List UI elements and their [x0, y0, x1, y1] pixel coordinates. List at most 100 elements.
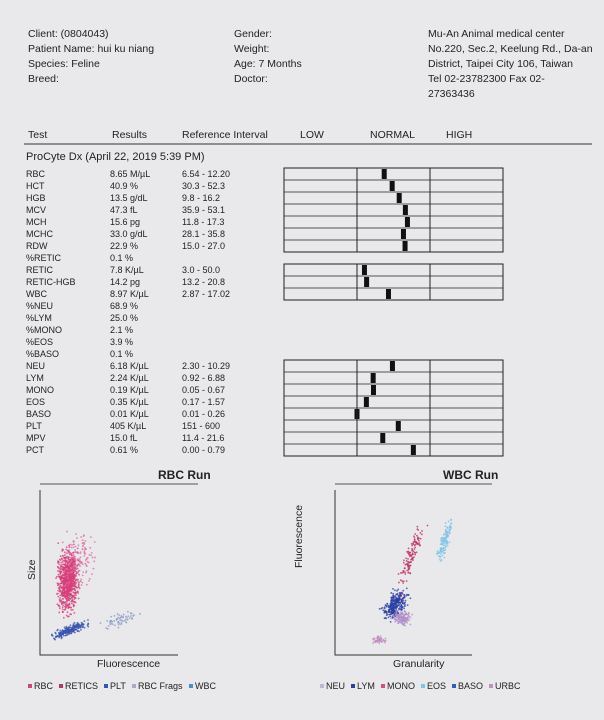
result-marker [404, 217, 410, 227]
scatter-dot [395, 619, 398, 622]
scatter-dot [407, 560, 410, 563]
scatter-dot [379, 635, 382, 638]
scatter-dot [62, 566, 64, 569]
scatter-dot [89, 546, 92, 549]
scatter-dot [66, 633, 69, 636]
x-axis-label: Fluorescence [97, 658, 161, 670]
clinic-info: No.220, Sec.2, Keelung Rd., Da-an [428, 43, 593, 55]
scatter-dot [75, 574, 78, 577]
scatter-dot [83, 555, 86, 557]
scatter-dot [449, 519, 452, 521]
scatter-dot [81, 542, 84, 544]
scatter-dot [401, 598, 404, 601]
scatter-dot [445, 543, 448, 546]
test-name: RBC [26, 169, 46, 179]
scatter-dot [446, 526, 449, 529]
scatter-dot [120, 623, 123, 626]
result-marker [370, 373, 376, 383]
scatter-dot [105, 627, 108, 630]
scatter-dot [56, 629, 59, 632]
patient-info: Weight: [234, 43, 270, 55]
scatter-dot [72, 540, 75, 542]
scatter-dot [446, 544, 449, 547]
scatter-dot [72, 629, 75, 632]
scatter-dot [384, 611, 386, 613]
scatter-dot [70, 606, 73, 609]
legend-swatch [452, 684, 456, 688]
scatter-dot [376, 639, 379, 642]
scatter-dot [90, 551, 93, 554]
legend-label: MONO [387, 681, 415, 691]
scatter-dot [76, 630, 79, 632]
scatter-dot [65, 546, 68, 548]
scatter-dot [444, 531, 447, 534]
scatter-dot [62, 634, 65, 637]
scatter-dot [66, 577, 69, 579]
scatter-dot [85, 557, 88, 560]
test-name: RDW [26, 241, 48, 251]
scatter-dot [445, 540, 447, 543]
scatter-dot [397, 616, 400, 619]
scatter-dot [129, 615, 132, 617]
test-name: %EOS [26, 337, 54, 347]
scatter-dot [74, 597, 77, 600]
scatter-dot [411, 544, 414, 547]
test-result: 6.18 K/µL [110, 361, 149, 371]
scatter-dot [412, 543, 415, 546]
reference-interval: 11.8 - 17.3 [182, 217, 225, 227]
scatter-dot [77, 586, 80, 588]
legend-swatch [189, 684, 193, 688]
scatter-dot [439, 549, 442, 552]
scatter-dot [406, 619, 409, 622]
scatter-dot [117, 621, 119, 624]
scatter-dot [411, 552, 414, 555]
scatter-dot [65, 580, 68, 582]
scatter-dot [108, 621, 111, 624]
scatter-dot [68, 549, 71, 552]
scatter-dot [78, 569, 81, 572]
scatter-dot [70, 575, 73, 578]
scatter-dot [372, 642, 374, 645]
scatter-dot [56, 634, 59, 637]
scatter-dot [73, 580, 76, 583]
scatter-dot [68, 632, 71, 635]
scatter-dot [392, 592, 395, 595]
scatter-dot [401, 580, 404, 583]
test-name: %RETIC [26, 253, 62, 263]
scatter-dot [402, 617, 405, 620]
scatter-dot [63, 609, 66, 611]
test-name: HCT [26, 181, 45, 191]
scatter-dot [407, 547, 410, 550]
scatter-dot [403, 610, 406, 612]
scatter-dot [448, 541, 451, 544]
scatter-dot [61, 592, 64, 595]
scatter-dot [114, 624, 116, 627]
scatter-dot [125, 621, 128, 624]
scatter-dot [77, 590, 79, 593]
scatter-dot [83, 626, 86, 629]
scatter-dot [399, 601, 402, 604]
reference-interval: 28.1 - 35.8 [182, 229, 226, 239]
scatter-dot [58, 607, 61, 610]
scatter-dot [66, 630, 68, 633]
scatter-dot [405, 613, 408, 616]
test-result: 8.65 M/µL [110, 169, 151, 179]
legend-label: RBC [34, 681, 54, 691]
scatter-dot [397, 601, 399, 604]
result-marker [380, 433, 386, 443]
scatter-dot [376, 636, 379, 638]
scatter-dot [443, 556, 446, 559]
legend-swatch [104, 684, 108, 688]
scatter-dot [384, 637, 387, 640]
scatter-dot [440, 552, 442, 555]
clinic-info: 27363436 [428, 88, 475, 100]
scatter-dot [398, 621, 401, 623]
scatter-dot [373, 637, 376, 640]
scatter-dot [59, 578, 62, 581]
result-marker [364, 277, 370, 287]
scatter-dot [61, 589, 64, 592]
scatter-dot [420, 533, 423, 536]
scatter-dot [64, 595, 67, 597]
scatter-dot [69, 613, 72, 616]
scatter-dot [394, 620, 397, 623]
